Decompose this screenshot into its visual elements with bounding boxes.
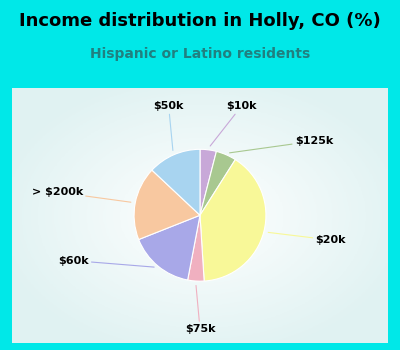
Text: Income distribution in Holly, CO (%): Income distribution in Holly, CO (%) [19, 12, 381, 30]
Text: Hispanic or Latino residents: Hispanic or Latino residents [90, 47, 310, 61]
Wedge shape [139, 215, 200, 280]
Text: $125k: $125k [230, 136, 333, 153]
Wedge shape [200, 149, 216, 215]
Text: $10k: $10k [210, 102, 256, 146]
Text: $20k: $20k [268, 232, 346, 245]
Wedge shape [200, 152, 235, 215]
Text: $60k: $60k [58, 256, 154, 267]
Text: $75k: $75k [185, 286, 215, 334]
Text: $50k: $50k [154, 102, 184, 150]
Wedge shape [200, 160, 266, 281]
Wedge shape [134, 170, 200, 239]
Wedge shape [188, 215, 204, 281]
Wedge shape [152, 149, 200, 215]
Text: > $200k: > $200k [32, 187, 131, 202]
